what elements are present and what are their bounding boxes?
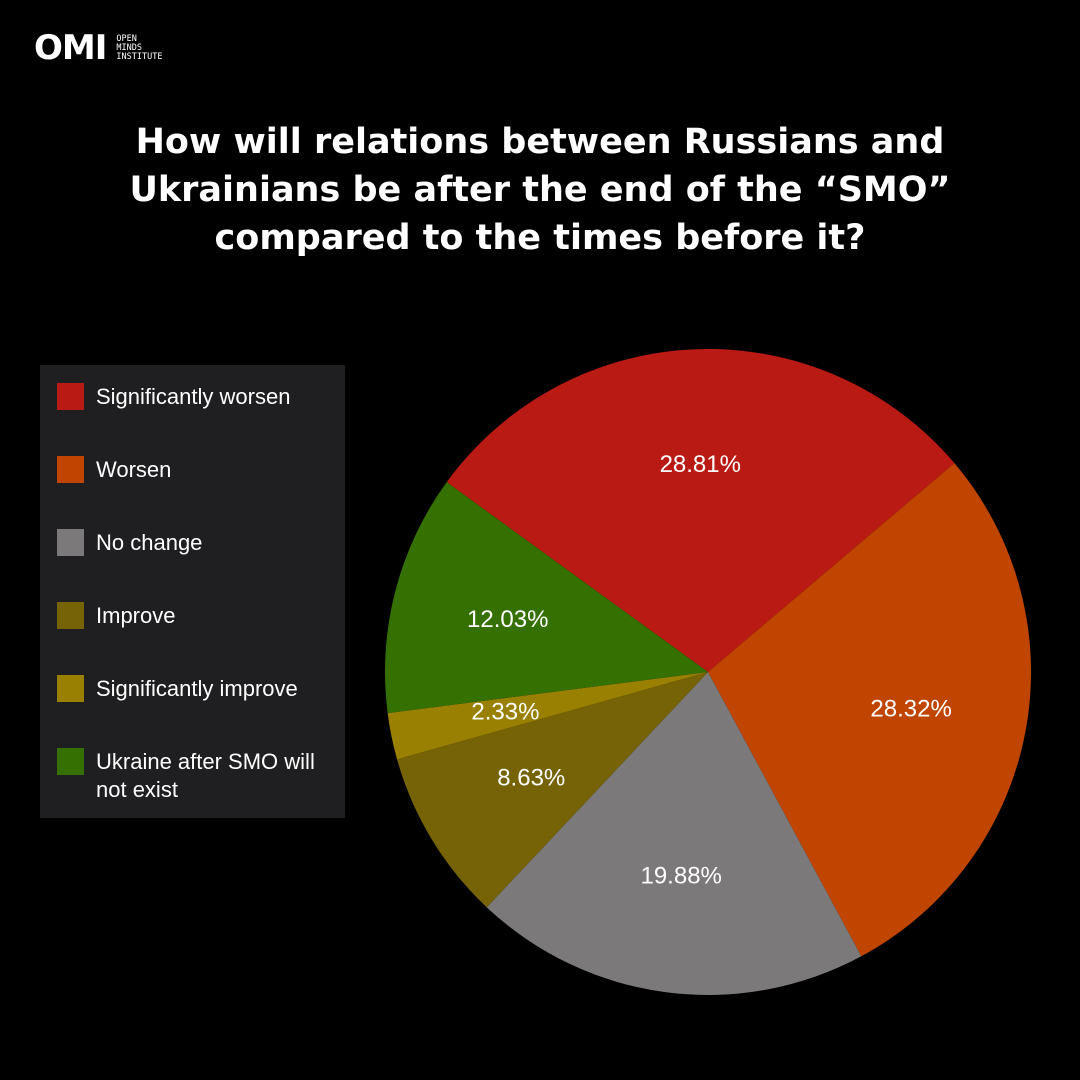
legend-label: Worsen xyxy=(96,457,172,482)
logo-text: OPEN MINDS INSTITUTE xyxy=(116,33,163,62)
data-label: 28.32% xyxy=(870,696,951,723)
legend-item: No change xyxy=(57,529,345,557)
pie-slice xyxy=(397,672,708,908)
data-label: 19.88% xyxy=(640,862,721,889)
logo-mark: OMI xyxy=(34,28,107,68)
pie-slice xyxy=(387,672,708,760)
legend-item: Ukraine after SMO will not exist xyxy=(57,748,345,804)
data-label: 12.03% xyxy=(467,606,548,633)
data-label: 28.81% xyxy=(660,451,741,478)
legend-swatch xyxy=(57,383,84,410)
legend-item: Improve xyxy=(57,602,345,630)
logo-line: INSTITUTE xyxy=(116,51,163,62)
legend-item: Significantly worsen xyxy=(57,383,345,411)
logo-line: OPEN xyxy=(116,33,137,44)
legend-swatch xyxy=(57,675,84,702)
legend-label: Ukraine after SMO will not exist xyxy=(96,749,315,802)
legend-label: Significantly improve xyxy=(96,676,298,701)
legend: Significantly worsen Worsen No change Impro… xyxy=(40,365,345,818)
chart-title: How will relations between Russians and … xyxy=(129,122,951,258)
data-label: 8.63% xyxy=(497,765,565,792)
legend-item: Significantly improve xyxy=(57,675,345,703)
legend-label: Improve xyxy=(96,603,176,628)
logo: OMI OPEN MINDS INSTITUTE xyxy=(34,28,162,68)
legend-swatch xyxy=(57,456,84,483)
pie-slice xyxy=(446,349,955,672)
data-label: 2.33% xyxy=(471,699,539,726)
legend-swatch xyxy=(57,602,84,629)
pie-slice xyxy=(708,463,1031,957)
legend-swatch xyxy=(57,748,84,775)
pie-slice xyxy=(385,482,708,714)
legend-item: Worsen xyxy=(57,456,345,484)
legend-label: Significantly worsen xyxy=(96,384,291,409)
legend-label: No change xyxy=(96,530,203,555)
legend-swatch xyxy=(57,529,84,556)
logo-line: MINDS xyxy=(116,42,142,53)
pie-slice xyxy=(486,672,862,995)
